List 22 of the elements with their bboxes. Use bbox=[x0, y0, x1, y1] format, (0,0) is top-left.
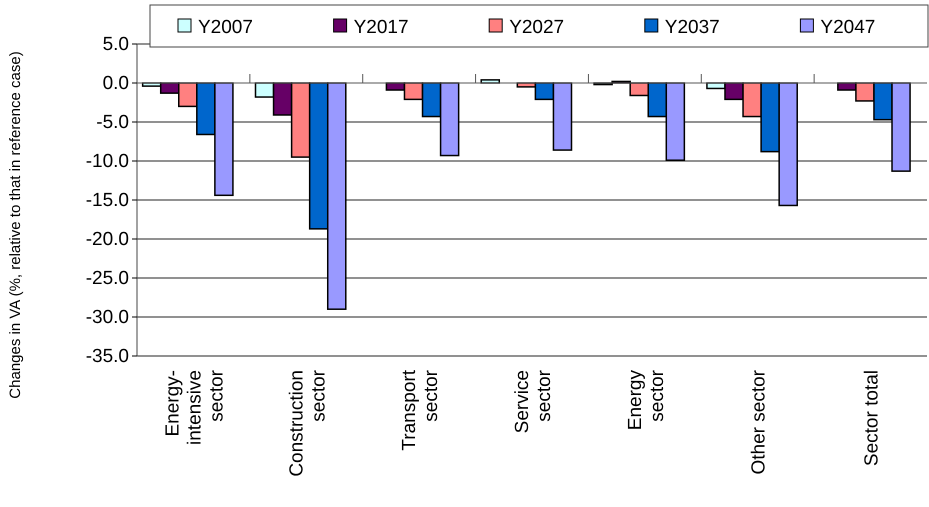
y-axis-title: Changes in VA (%, relative to that in reference case) bbox=[7, 51, 24, 399]
x-tick-label: Other sector bbox=[748, 369, 770, 475]
y-tick-label: -15.0 bbox=[86, 190, 129, 212]
x-tick-label: Energy-intensive sector bbox=[162, 369, 228, 445]
y-tick-label: 0.0 bbox=[102, 73, 129, 94]
x-tick-label: Service sector bbox=[512, 369, 555, 434]
x-tick-label: Construction sector bbox=[286, 369, 330, 477]
y-tick-label: 5.0 bbox=[102, 34, 129, 56]
legend-label: Y2007 bbox=[198, 17, 253, 38]
y-tick-label: -5.0 bbox=[96, 112, 129, 134]
legend-label: Y2047 bbox=[820, 17, 876, 38]
y-tick-label: -30.0 bbox=[86, 307, 129, 328]
y-tick-label: -25.0 bbox=[86, 268, 129, 290]
x-tick-label: Sector total bbox=[862, 370, 883, 466]
y-tick-label: -35.0 bbox=[86, 346, 129, 368]
x-tick-label: Transport sector bbox=[399, 369, 442, 451]
y-tick-label: -20.0 bbox=[86, 229, 129, 250]
legend-label: Y2027 bbox=[509, 17, 564, 38]
legend-label: Y2037 bbox=[664, 17, 720, 38]
x-tick-label: Energy sector bbox=[624, 369, 668, 430]
y-tick-label: -10.0 bbox=[86, 151, 129, 172]
legend-label: Y2017 bbox=[354, 17, 409, 38]
